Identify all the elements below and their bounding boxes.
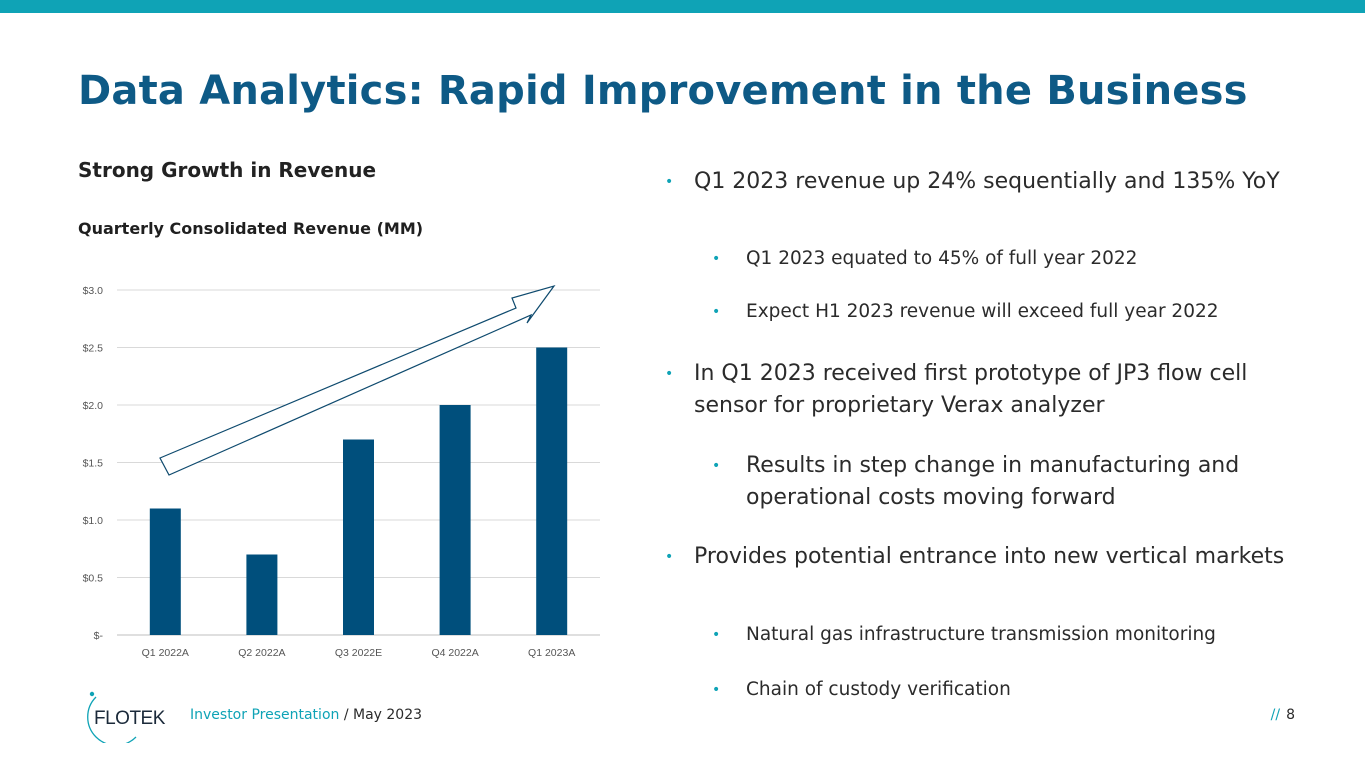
footer-page: // 8 bbox=[1271, 707, 1295, 723]
bullet-text: Provides potential entrance into new ver… bbox=[694, 544, 1285, 569]
bullet-item: • In Q1 2023 received first prototype of… bbox=[665, 358, 1325, 422]
bullet-item: • Q1 2023 equated to 45% of full year 20… bbox=[712, 244, 1312, 274]
bullet-dot-icon: • bbox=[712, 251, 721, 267]
x-tick-label: Q2 2022A bbox=[238, 647, 285, 659]
page-title: Data Analytics: Rapid Improvement in the… bbox=[78, 68, 1248, 114]
y-tick-label: $3.0 bbox=[83, 285, 104, 297]
trend-arrow bbox=[159, 284, 556, 476]
bullet-dot-icon: • bbox=[665, 174, 674, 190]
bar bbox=[343, 439, 374, 635]
bullet-dot-icon: • bbox=[712, 458, 721, 474]
bullet-dot-icon: • bbox=[665, 549, 674, 565]
bullet-item: • Natural gas infrastructure transmissio… bbox=[712, 620, 1312, 650]
bullet-dot-icon: • bbox=[712, 682, 721, 698]
chart-title: Quarterly Consolidated Revenue (MM) bbox=[78, 219, 424, 238]
logo-wordmark: FLOTEK bbox=[94, 708, 166, 729]
bullet-text: Expect H1 2023 revenue will exceed full … bbox=[746, 301, 1219, 322]
bullet-item: • Expect H1 2023 revenue will exceed ful… bbox=[712, 297, 1312, 327]
bar bbox=[536, 347, 568, 635]
page-number: 8 bbox=[1286, 707, 1295, 723]
flotek-logo: FLOTEK bbox=[87, 691, 166, 743]
bar bbox=[149, 508, 181, 635]
bullet-item: • Results in step change in manufacturin… bbox=[712, 450, 1312, 514]
bullet-item: • Q1 2023 revenue up 24% sequentially an… bbox=[665, 166, 1325, 198]
x-tick-label: Q3 2022E bbox=[335, 647, 382, 659]
bullet-text: Results in step change in manufacturing … bbox=[746, 453, 1240, 510]
x-tick-label: Q4 2022A bbox=[431, 647, 478, 659]
footer-slashes: // bbox=[1270, 707, 1281, 723]
bullet-text: Q1 2023 revenue up 24% sequentially and … bbox=[694, 169, 1280, 194]
bar bbox=[246, 554, 278, 635]
y-tick-label: $2.0 bbox=[83, 400, 104, 412]
footer-date: / May 2023 bbox=[339, 707, 423, 723]
bullet-item: • Chain of custody verification bbox=[712, 675, 1312, 705]
bullet-text: Q1 2023 equated to 45% of full year 2022 bbox=[746, 248, 1138, 269]
y-tick-label: $2.5 bbox=[83, 343, 104, 355]
bullet-text: In Q1 2023 received first prototype of J… bbox=[694, 361, 1248, 418]
bullet-item: • Provides potential entrance into new v… bbox=[665, 541, 1325, 573]
footer-presentation-label: Investor Presentation / May 2023 bbox=[190, 707, 422, 723]
top-accent-bar bbox=[0, 0, 1365, 13]
y-tick-label: $- bbox=[94, 630, 104, 642]
x-tick-label: Q1 2023A bbox=[528, 647, 575, 659]
y-tick-label: $0.5 bbox=[83, 573, 104, 585]
bullet-text: Natural gas infrastructure transmission … bbox=[746, 624, 1216, 645]
footer-presentation: Investor Presentation bbox=[190, 707, 340, 723]
x-tick-label: Q1 2022A bbox=[142, 647, 189, 659]
y-tick-label: $1.0 bbox=[83, 515, 104, 527]
y-tick-label: $1.5 bbox=[83, 458, 104, 470]
bullet-dot-icon: • bbox=[712, 304, 721, 320]
bullet-text: Chain of custody verification bbox=[746, 679, 1011, 700]
revenue-bar-chart: $- $0.5 $1.0 $1.5 $2.0 $2.5 $3.0 Q1 2022A Q2 202… bbox=[83, 284, 600, 659]
bullet-dot-icon: • bbox=[665, 366, 674, 382]
bullet-dot-icon: • bbox=[712, 627, 721, 643]
bar bbox=[439, 405, 471, 635]
section-subtitle: Strong Growth in Revenue bbox=[78, 158, 377, 182]
